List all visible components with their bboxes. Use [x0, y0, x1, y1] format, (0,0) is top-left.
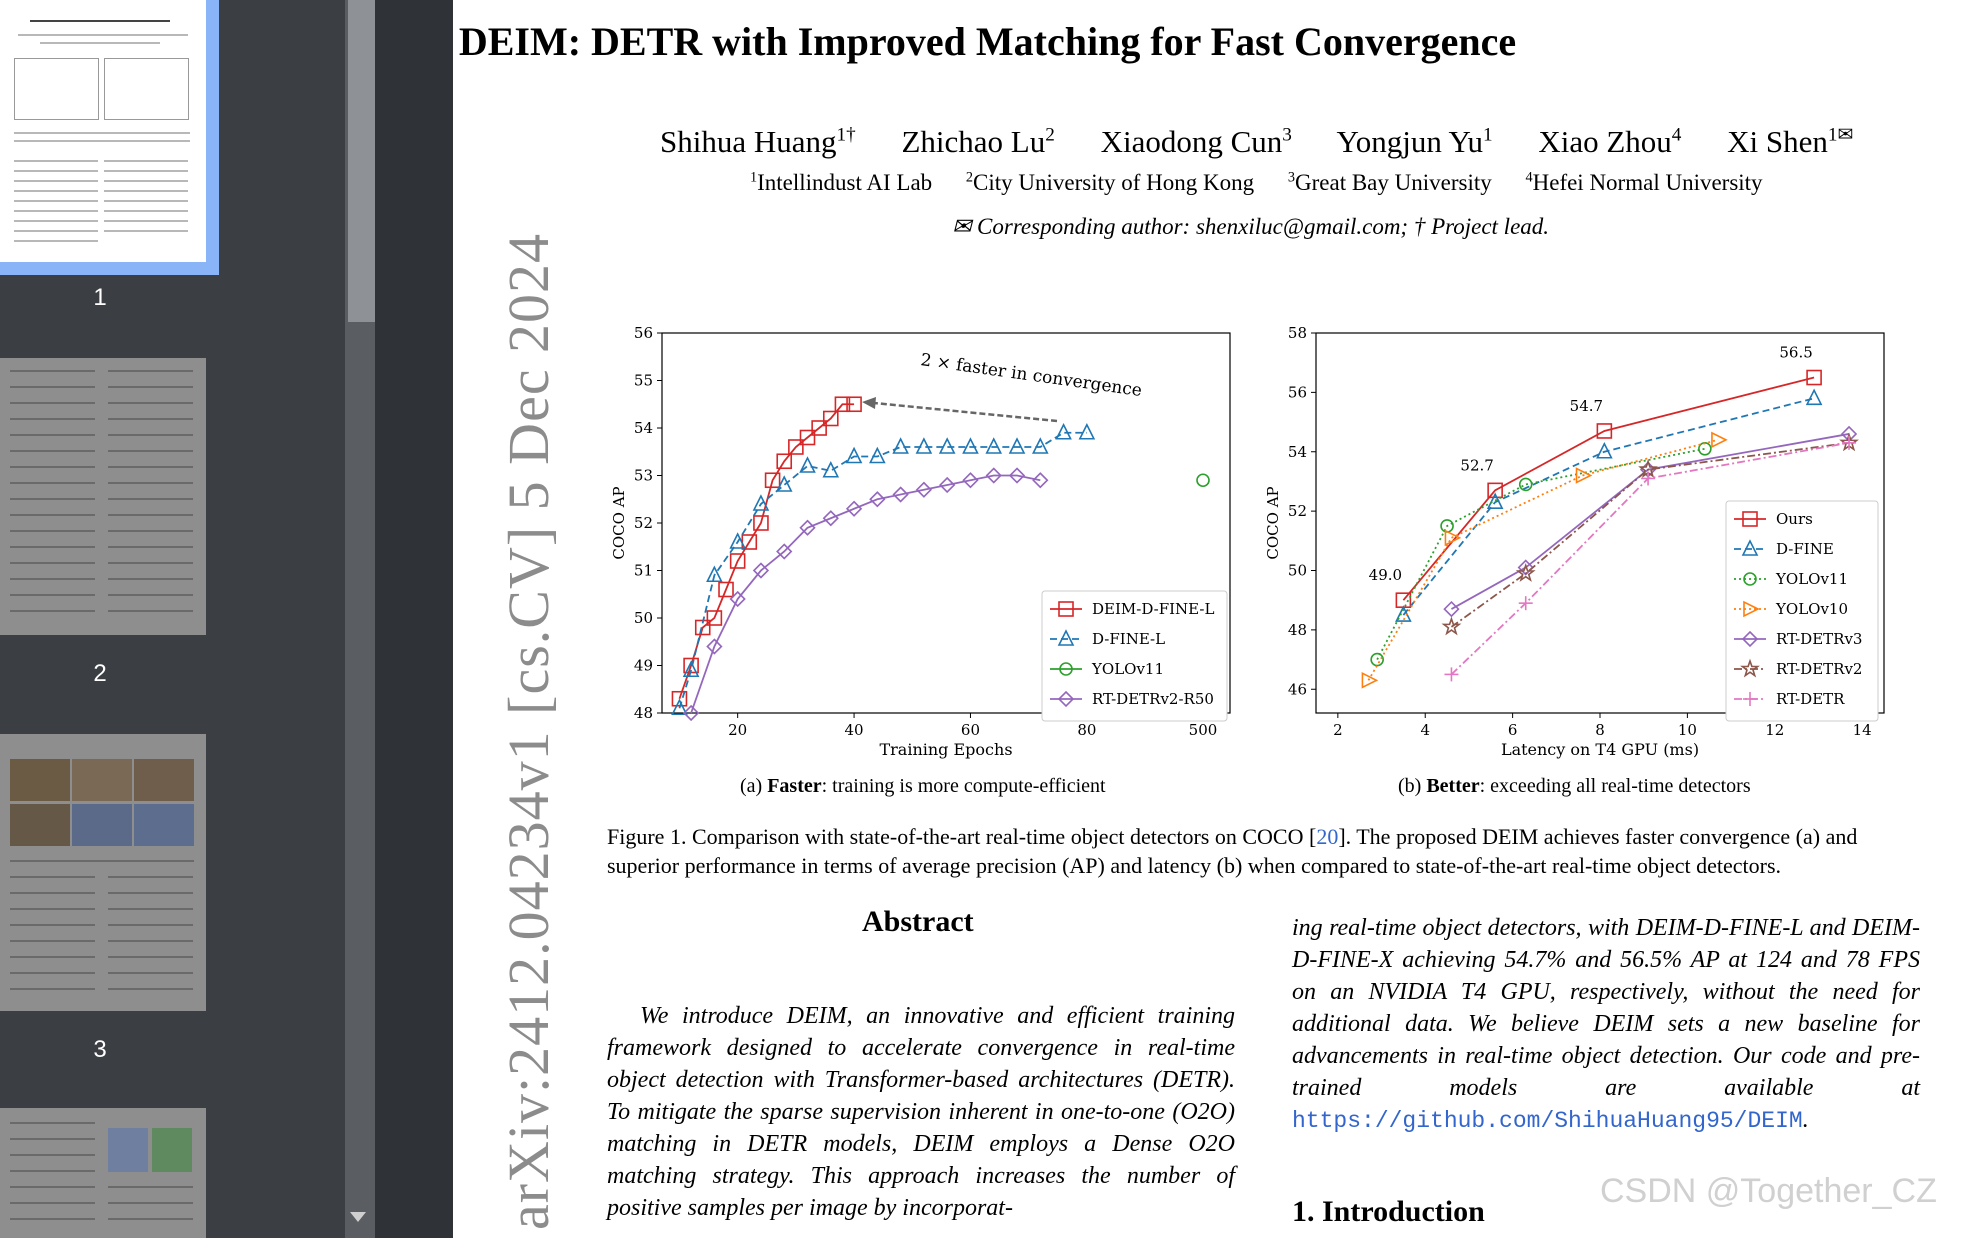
svg-text:10: 10 [1678, 721, 1697, 739]
svg-text:58: 58 [1288, 324, 1307, 342]
svg-text:52.7: 52.7 [1460, 456, 1493, 474]
svg-text:YOLOv11: YOLOv11 [1091, 660, 1164, 678]
author: Xiao Zhou4 [1538, 124, 1682, 159]
svg-text:COCO AP: COCO AP [1264, 486, 1282, 559]
paper-title: DEIM: DETR with Improved Matching for Fa… [458, 19, 1517, 64]
thumbnail-scrollbar-thumb[interactable] [348, 0, 378, 322]
svg-text:12: 12 [1765, 721, 1784, 739]
svg-text:55: 55 [634, 372, 653, 390]
affiliation-list: 1Intellindust AI Lab 2City University of… [750, 170, 1763, 196]
scroll-down-arrow-icon[interactable] [350, 1212, 366, 1222]
chart-latency-vs-ap: 46 48 50 52 54 56 58 2 4 6 8 10 12 14 Latency on T4 GP… [1264, 324, 1970, 850]
svg-text:6: 6 [1508, 721, 1518, 739]
svg-text:14: 14 [1853, 721, 1872, 739]
affiliation: 2City University of Hong Kong [965, 169, 1255, 195]
svg-text:Latency on T4 GPU (ms): Latency on T4 GPU (ms) [1501, 740, 1699, 759]
svg-text:RT-DETRv2-R50: RT-DETRv2-R50 [1092, 690, 1214, 708]
svg-text:RT-DETRv3: RT-DETRv3 [1776, 630, 1862, 648]
subcaption-b: (b) Better: exceeding all real-time dete… [1398, 775, 1751, 797]
svg-text:46: 46 [1288, 680, 1307, 698]
thumbnail-page-3[interactable]: 3 [0, 734, 275, 1074]
svg-text:56: 56 [634, 324, 653, 342]
svg-text:52: 52 [1288, 502, 1307, 520]
svg-text:48: 48 [1288, 621, 1307, 639]
thumbnail-page-number: 3 [93, 1036, 107, 1063]
svg-text:D-FINE: D-FINE [1776, 540, 1834, 558]
svg-text:54: 54 [1288, 443, 1307, 461]
svg-text:54: 54 [634, 419, 653, 437]
author: Xiaodong Cun3 [1100, 124, 1292, 159]
thumbnail-image [0, 1108, 206, 1238]
abstract-text-right: ing real-time object detectors, with DEI… [1292, 915, 1920, 1134]
svg-text:4: 4 [1420, 721, 1430, 739]
author: Xi Shen1✉ [1727, 124, 1854, 159]
svg-text:Ours: Ours [1776, 510, 1813, 528]
svg-text:48: 48 [634, 704, 653, 722]
svg-text:50: 50 [1288, 562, 1307, 580]
author-list: Shihua Huang1† Zhichao Lu2 Xiaodong Cun3… [660, 124, 1854, 160]
author: Shihua Huang1† [660, 124, 856, 159]
svg-text:50: 50 [634, 609, 653, 627]
svg-text:49.0: 49.0 [1369, 566, 1402, 584]
svg-text:51: 51 [634, 562, 653, 580]
svg-text:2: 2 [1333, 721, 1343, 739]
svg-text:56.5: 56.5 [1779, 344, 1812, 362]
thumbnail-image [0, 0, 206, 262]
author: Yongjun Yu1 [1336, 124, 1493, 159]
thumbnail-page-number: 2 [93, 660, 107, 687]
svg-text:RT-DETRv2: RT-DETRv2 [1776, 660, 1862, 678]
watermark: CSDN @Together_CZ [1600, 1172, 1937, 1210]
svg-text:8: 8 [1595, 721, 1605, 739]
thumbnail-page-number: 1 [93, 284, 107, 311]
svg-text:Training Epochs: Training Epochs [879, 740, 1012, 759]
abstract-text-left: We introduce DEIM, an innovative and eff… [607, 1003, 1235, 1221]
chart-svg: 48 49 50 51 52 53 54 55 56 20 40 60 80 500 Training Ep… [610, 324, 1231, 759]
svg-text:40: 40 [845, 721, 864, 739]
corresponding-author-note: ✉ Corresponding author: shenxiluc@gmail.… [952, 214, 1550, 239]
svg-text:54.7: 54.7 [1570, 397, 1603, 415]
affiliation: 1Intellindust AI Lab [750, 169, 933, 195]
chart-training-convergence: 48 49 50 51 52 53 54 55 56 20 40 60 80 500 Training Ep… [610, 324, 1302, 850]
svg-text:52: 52 [634, 514, 653, 532]
svg-text:20: 20 [728, 721, 747, 739]
svg-text:DEIM-D-FINE-L: DEIM-D-FINE-L [1092, 600, 1214, 618]
figure-caption: Figure 1. Comparison with state-of-the-a… [607, 824, 1858, 878]
svg-text:COCO AP: COCO AP [610, 486, 628, 559]
thumbnail-page-4[interactable] [0, 1108, 275, 1238]
viewer-background [375, 0, 453, 1238]
svg-text:49: 49 [634, 657, 653, 675]
svg-text:80: 80 [1077, 721, 1096, 739]
introduction-heading: 1. Introduction [1292, 1195, 1485, 1228]
svg-text:500: 500 [1189, 721, 1218, 739]
abstract-heading: Abstract [862, 905, 974, 938]
affiliation: 3Great Bay University [1287, 169, 1492, 195]
subcaption-a: (a) Faster: training is more compute-eff… [740, 775, 1106, 797]
thumbnail-page-1[interactable]: 1 [0, 0, 275, 311]
thumbnail-sidebar: 1 [0, 0, 275, 1238]
affiliation: 4Hefei Normal University [1525, 169, 1763, 195]
github-link[interactable]: https://github.com/ShihuaHuang95/DEIM [1292, 1108, 1803, 1134]
svg-text:YOLOv11: YOLOv11 [1775, 570, 1848, 588]
svg-text:53: 53 [634, 467, 653, 485]
author: Zhichao Lu2 [901, 124, 1055, 159]
thumbnail-page-2[interactable]: 2 [0, 358, 275, 698]
svg-text:56: 56 [1288, 383, 1307, 401]
svg-text:D-FINE-L: D-FINE-L [1092, 630, 1165, 648]
svg-text:YOLOv10: YOLOv10 [1775, 600, 1848, 618]
thumbnail-image [0, 734, 206, 1011]
thumbnail-image [0, 358, 206, 635]
svg-text:RT-DETR: RT-DETR [1776, 690, 1845, 708]
svg-text:60: 60 [961, 721, 980, 739]
arxiv-stamp: arXiv:2412.04234v1 [cs.CV] 5 Dec 2024 [496, 232, 561, 1230]
citation-link[interactable]: 20 [1316, 824, 1339, 849]
